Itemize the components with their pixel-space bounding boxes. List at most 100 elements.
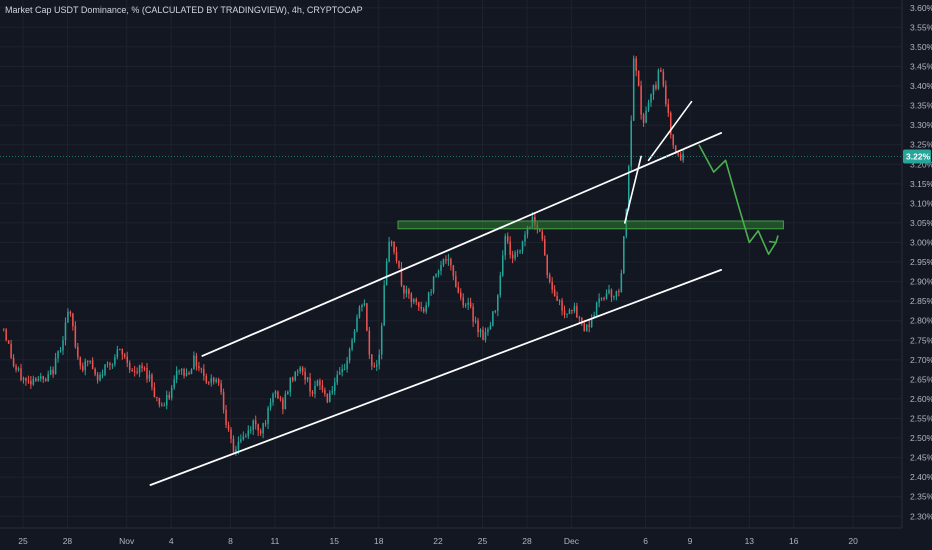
candle-body bbox=[44, 379, 47, 382]
candle-body bbox=[447, 259, 450, 261]
candle-body bbox=[576, 306, 578, 318]
candle-body bbox=[336, 374, 338, 383]
candle-body bbox=[173, 379, 175, 388]
candle-body bbox=[37, 378, 40, 381]
candle-body bbox=[101, 374, 104, 376]
channel-lower-line[interactable] bbox=[149, 268, 723, 486]
candle-body bbox=[333, 382, 336, 392]
x-tick-label: 13 bbox=[745, 536, 755, 546]
candle-body bbox=[321, 385, 324, 390]
candle-body bbox=[306, 377, 309, 380]
candle-body bbox=[615, 291, 618, 297]
candle-body bbox=[235, 449, 237, 453]
candle-body bbox=[128, 362, 131, 370]
candle-body bbox=[195, 355, 198, 367]
candle-body bbox=[116, 349, 119, 358]
y-tick-label: 3.60% bbox=[910, 3, 932, 13]
projection-path[interactable] bbox=[698, 144, 777, 256]
candle-body bbox=[203, 368, 205, 376]
candle-body bbox=[49, 369, 52, 375]
candle-body bbox=[254, 420, 257, 425]
candle-body bbox=[403, 285, 405, 294]
wedge-line[interactable] bbox=[647, 100, 693, 162]
candle-body bbox=[79, 357, 82, 366]
candle-body bbox=[655, 84, 657, 89]
last-price-badge bbox=[903, 149, 931, 164]
candle-body bbox=[314, 385, 316, 394]
candle-body bbox=[432, 276, 435, 292]
symbol-title[interactable]: Market Cap USDT Dominance, % (CALCULATED… bbox=[5, 5, 363, 15]
candle-body bbox=[437, 270, 440, 275]
candle-body bbox=[264, 423, 267, 425]
candle-body bbox=[442, 258, 445, 266]
candle-body bbox=[190, 369, 193, 375]
candle-body bbox=[123, 354, 126, 357]
candle-body bbox=[450, 259, 452, 266]
candle-body bbox=[343, 369, 346, 371]
candle-body bbox=[106, 363, 109, 365]
candle-body bbox=[215, 379, 217, 382]
candle-body bbox=[445, 258, 447, 261]
candle-body bbox=[183, 369, 185, 376]
candle-body bbox=[541, 231, 544, 240]
candle-body bbox=[17, 368, 20, 370]
candle-body bbox=[464, 304, 467, 306]
candle-body bbox=[205, 375, 208, 383]
candle-body bbox=[467, 302, 469, 305]
y-tick-label: 2.50% bbox=[910, 433, 932, 443]
candle-body bbox=[27, 380, 30, 382]
channel-upper-line[interactable] bbox=[201, 132, 723, 357]
candle-body bbox=[289, 377, 292, 392]
candle-body bbox=[398, 260, 400, 268]
candle-body bbox=[662, 71, 665, 86]
candle-body bbox=[561, 300, 563, 311]
candle-body bbox=[282, 399, 284, 410]
candle-body bbox=[588, 324, 590, 327]
candle-body bbox=[479, 329, 482, 333]
candle-body bbox=[430, 291, 432, 293]
candle-body bbox=[660, 69, 662, 72]
candle-body bbox=[193, 355, 195, 370]
time-axis[interactable]: 25 28 Nov 4 8 11 15 18 22 25 28 Dec 6 9 13 16 20 bbox=[18, 536, 858, 546]
candle-body bbox=[506, 236, 509, 242]
candle-body bbox=[341, 369, 343, 373]
x-tick-label: 8 bbox=[228, 536, 233, 546]
candle-body bbox=[583, 323, 586, 332]
candle-body bbox=[674, 145, 677, 154]
candle-body bbox=[136, 371, 138, 373]
x-tick-label: 18 bbox=[374, 536, 384, 546]
candle-body bbox=[600, 298, 603, 300]
candle-body bbox=[165, 395, 168, 406]
candle-body bbox=[356, 317, 358, 331]
x-tick-label: 6 bbox=[643, 536, 648, 546]
candle-body bbox=[81, 365, 84, 371]
candle-body bbox=[242, 436, 245, 440]
drawings[interactable] bbox=[149, 100, 784, 486]
candle-body bbox=[262, 423, 264, 434]
candle-body bbox=[603, 298, 605, 300]
y-tick-label: 2.80% bbox=[910, 316, 932, 326]
candle-body bbox=[138, 365, 141, 373]
candle-body bbox=[151, 374, 153, 388]
candle-body bbox=[390, 241, 393, 243]
candle-body bbox=[378, 354, 380, 365]
resistance-zone[interactable] bbox=[397, 220, 784, 230]
candle-body bbox=[291, 377, 294, 381]
candle-body bbox=[415, 299, 418, 303]
candle-body bbox=[324, 389, 326, 394]
candle-body bbox=[20, 368, 22, 380]
candle-body bbox=[319, 380, 321, 386]
last-price-tag: 3.22% bbox=[0, 149, 931, 164]
candle-body bbox=[180, 369, 183, 371]
price-axis[interactable]: 3.60% 3.55% 3.50% 3.45% 3.40% 3.35% 3.30% 3.25%… bbox=[910, 3, 932, 521]
rising-line[interactable] bbox=[624, 155, 642, 224]
candle-body bbox=[237, 441, 240, 450]
candle-body bbox=[571, 309, 573, 311]
candle-body bbox=[620, 272, 623, 292]
x-tick-label: 28 bbox=[63, 536, 73, 546]
candle-body bbox=[227, 425, 230, 430]
candle-body bbox=[551, 281, 553, 290]
candle-body bbox=[613, 296, 615, 298]
candle-body bbox=[558, 300, 561, 302]
